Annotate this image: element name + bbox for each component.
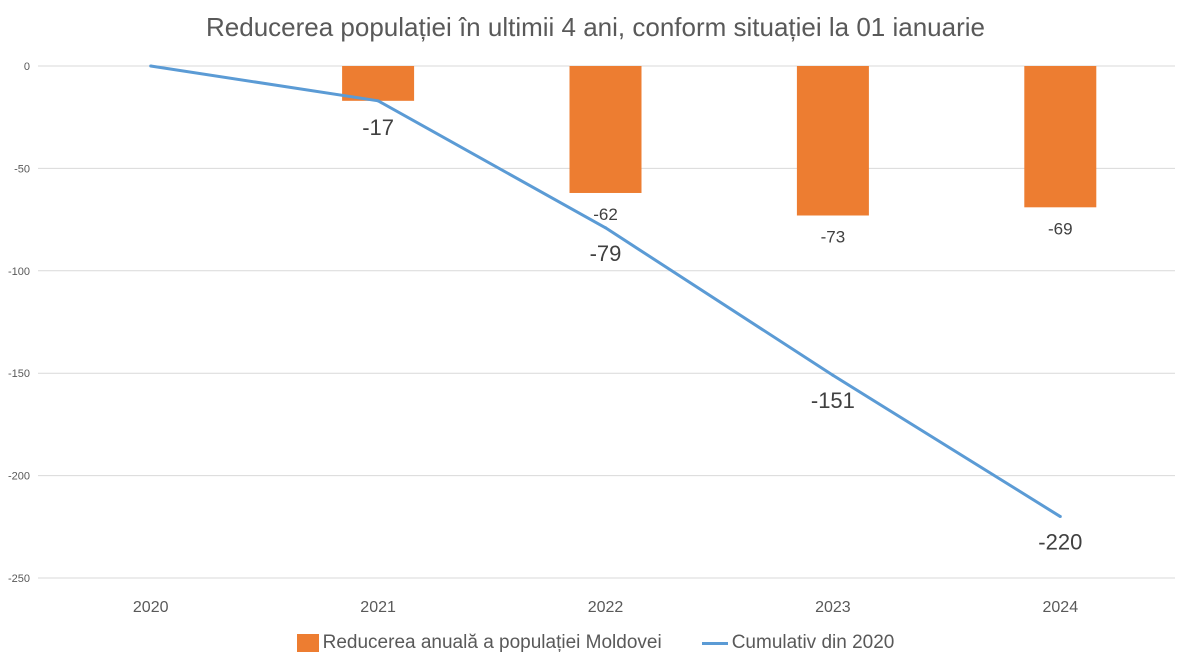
y-tick-label: -50 — [14, 163, 30, 175]
y-tick-label: -250 — [8, 573, 30, 585]
bar — [796, 66, 869, 216]
legend-swatch-line — [701, 641, 728, 645]
line-data-label: -220 — [1038, 530, 1082, 555]
chart-title: Reducerea populației în ultimii 4 ani, c… — [206, 12, 985, 42]
legend-item-bars: Reducerea anuală a populației Moldovei — [296, 632, 662, 654]
bar — [342, 66, 415, 101]
x-tick-label: 2022 — [588, 599, 624, 616]
line-point — [831, 373, 835, 377]
legend-item-line: Cumulativ din 2020 — [701, 632, 895, 654]
line-point — [604, 226, 607, 230]
bar-data-label: -17 — [362, 115, 394, 140]
legend-label-line: Cumulativ din 2020 — [731, 632, 895, 653]
bar-data-label: -69 — [1048, 219, 1073, 238]
line-data-label: -151 — [811, 388, 855, 413]
legend-label-bars: Reducerea anuală a populației Moldovei — [322, 632, 662, 653]
x-tick-label: 2024 — [1043, 599, 1079, 616]
line-data-label: -79 — [590, 241, 622, 266]
y-tick-label: -150 — [8, 368, 30, 380]
x-tick-label: 2021 — [360, 599, 396, 616]
line-point — [149, 64, 153, 68]
x-tick-label: 2023 — [815, 599, 851, 616]
y-tick-label: -100 — [8, 266, 30, 278]
bar-data-label: -62 — [593, 205, 618, 224]
bar — [569, 66, 642, 193]
line-point — [1058, 515, 1062, 519]
x-tick-label: 2020 — [133, 599, 169, 616]
line-point — [376, 99, 380, 103]
legend-swatch-bar — [296, 634, 319, 652]
bar — [1024, 66, 1097, 208]
legend: Reducerea anuală a populației Moldovei C… — [0, 632, 1191, 654]
y-tick-label: 0 — [24, 61, 30, 73]
bar-data-label: -73 — [821, 228, 846, 247]
y-tick-label: -200 — [8, 471, 30, 483]
